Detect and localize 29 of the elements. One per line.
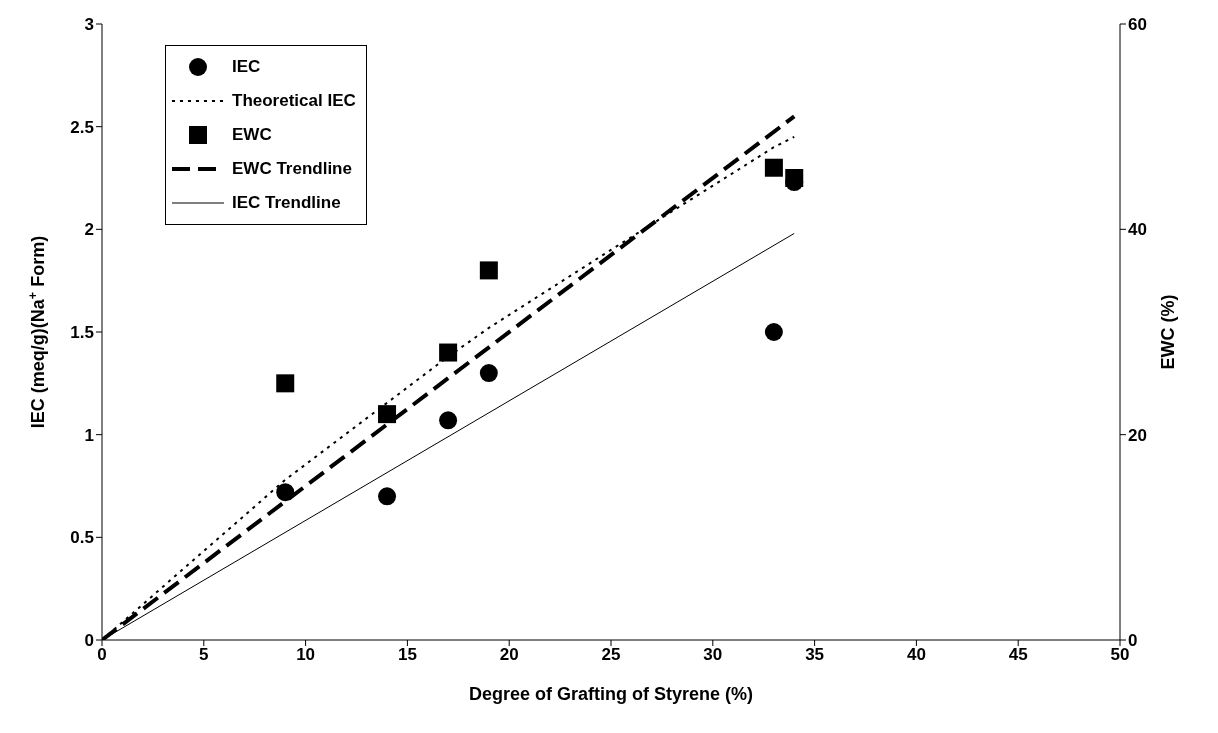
y2-tick-label: 0 [1128, 631, 1138, 651]
y2-tick-label: 40 [1128, 220, 1147, 240]
x-tick-label: 15 [397, 645, 417, 665]
y2-axis-title: EWC (%) [1158, 294, 1178, 370]
x-tick-label: 40 [906, 645, 926, 665]
y-tick-label: 1.5 [70, 323, 94, 343]
x-tick-label: 20 [499, 645, 519, 665]
legend-label: EWC Trendline [232, 159, 352, 179]
y2-tick-label: 60 [1128, 15, 1147, 35]
y-tick-label: 0 [84, 631, 94, 651]
x-tick-label: 5 [199, 645, 209, 665]
x-tick-label: 50 [1110, 645, 1130, 665]
x-axis-title: Degree of Grafting of Styrene (%) [468, 684, 754, 704]
y-tick-label: 0.5 [70, 528, 94, 548]
y-tick-label: 1 [84, 425, 94, 445]
legend-label: IEC Trendline [232, 193, 341, 213]
x-tick-label: 30 [703, 645, 723, 665]
x-tick-label: 0 [97, 645, 107, 665]
y2-tick-label: 20 [1128, 425, 1147, 445]
y-tick-label: 2.5 [70, 117, 94, 137]
x-tick-label: 25 [601, 645, 621, 665]
y-tick-label: 3 [84, 15, 94, 35]
legend-label: Theoretical IEC [232, 91, 356, 111]
x-tick-label: 10 [296, 645, 316, 665]
legend-label: EWC [232, 125, 272, 145]
y-tick-label: 2 [84, 220, 94, 240]
x-tick-label: 35 [805, 645, 825, 665]
x-tick-label: 45 [1008, 645, 1028, 665]
legend-label: IEC [232, 57, 261, 77]
